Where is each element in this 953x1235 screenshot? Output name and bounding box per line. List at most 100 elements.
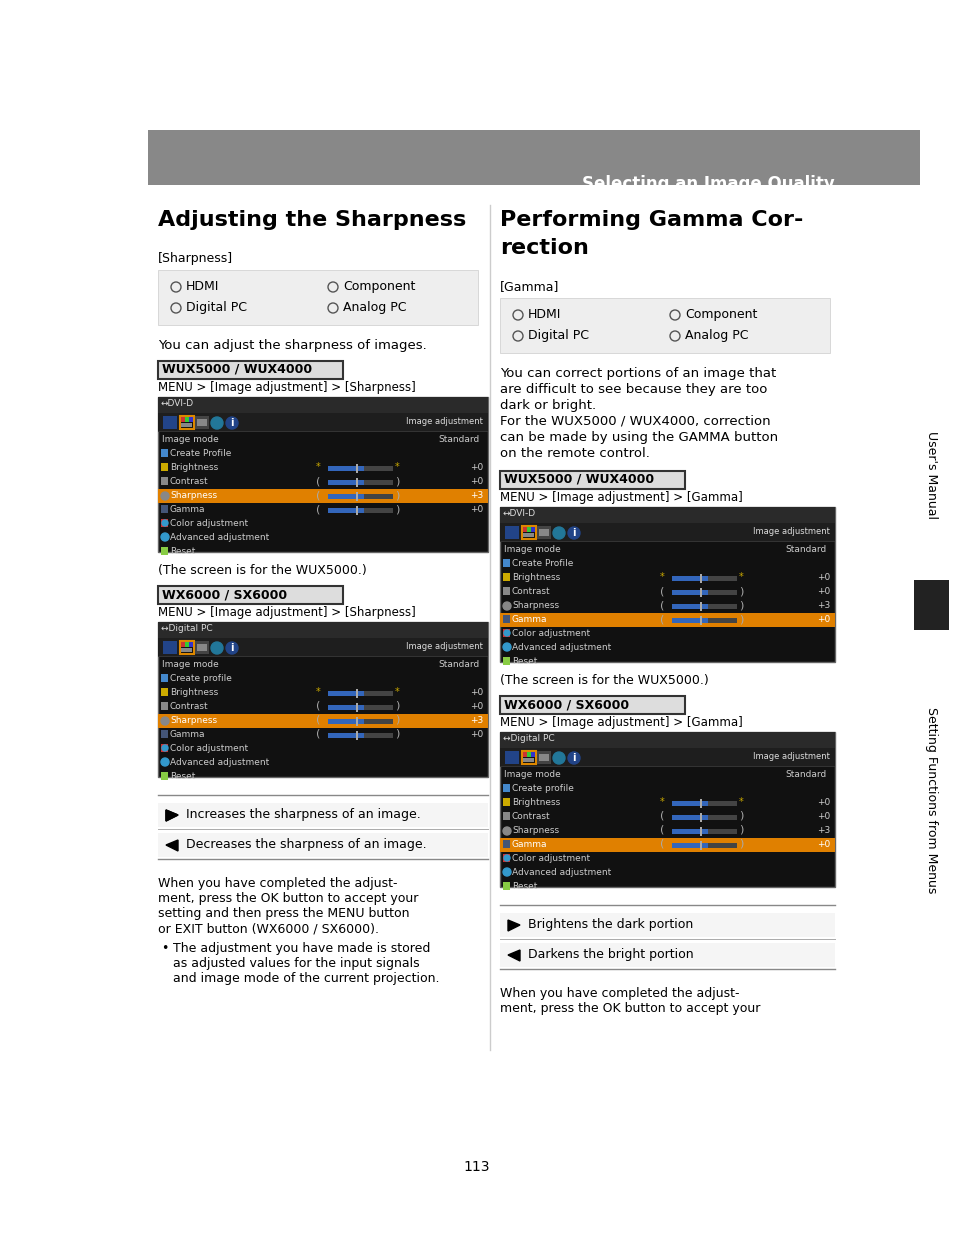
Bar [538, 755, 548, 761]
Polygon shape [166, 840, 178, 851]
Bar [538, 529, 548, 536]
Text: Image mode: Image mode [162, 435, 218, 445]
Text: Gamma: Gamma [170, 730, 205, 739]
Text: Image mode: Image mode [503, 769, 560, 779]
Text: MENU > [Image adjustment] > [Sharpness]: MENU > [Image adjustment] > [Sharpness] [158, 382, 416, 394]
Circle shape [502, 827, 511, 835]
Bar [671, 618, 707, 622]
Text: HDMI: HDMI [186, 280, 219, 293]
Circle shape [503, 855, 510, 861]
Text: Image adjustment: Image adjustment [406, 417, 482, 426]
Text: WX6000 / SX6000: WX6000 / SX6000 [162, 588, 287, 601]
Bar [499, 839, 834, 852]
Text: [Gamma]: [Gamma] [499, 280, 558, 293]
Bar [158, 270, 477, 325]
Bar [196, 419, 207, 426]
Text: (: ( [315, 490, 320, 500]
Bar [161, 477, 168, 485]
Text: *: * [315, 687, 320, 697]
Bar [180, 416, 193, 429]
Bar [158, 396, 488, 552]
Bar [328, 494, 363, 499]
Bar [499, 522, 834, 541]
Text: +0: +0 [816, 615, 829, 624]
Text: Color adjustment: Color adjustment [170, 519, 248, 529]
Text: Create profile: Create profile [512, 784, 574, 793]
Text: Color adjustment: Color adjustment [512, 853, 590, 863]
Bar [328, 734, 393, 739]
Text: *: * [739, 572, 743, 582]
Text: ↔DVI-D: ↔DVI-D [502, 509, 536, 517]
Text: Digital PC: Digital PC [527, 329, 588, 342]
Text: Digital PC: Digital PC [186, 301, 247, 314]
Circle shape [553, 752, 564, 764]
Bar [355, 492, 358, 501]
Bar [181, 417, 185, 422]
Text: Setting Functions from Menus: Setting Functions from Menus [924, 706, 938, 893]
Text: Component: Component [684, 308, 757, 321]
Bar [161, 519, 168, 527]
Text: Color adjustment: Color adjustment [170, 743, 248, 753]
Text: (: ( [659, 825, 663, 835]
Bar [671, 829, 737, 834]
Text: +3: +3 [816, 826, 829, 835]
Text: Brightens the dark portion: Brightens the dark portion [527, 918, 693, 931]
Bar [700, 601, 701, 611]
Text: When you have completed the adjust-: When you have completed the adjust- [499, 987, 739, 1000]
Bar [504, 751, 518, 764]
Bar [158, 412, 488, 431]
Bar [328, 692, 363, 697]
Text: Component: Component [343, 280, 415, 293]
Bar [502, 853, 510, 862]
Bar [355, 478, 358, 487]
Text: The adjustment you have made is stored: The adjustment you have made is stored [172, 942, 430, 955]
Bar [194, 416, 209, 429]
Text: ): ) [739, 811, 742, 821]
Text: Selecting an Image Quality: Selecting an Image Quality [581, 175, 834, 193]
Bar [671, 815, 707, 820]
Bar [502, 882, 510, 890]
Bar [148, 130, 919, 185]
Circle shape [226, 642, 237, 655]
Text: (: ( [659, 600, 663, 610]
Text: *: * [739, 797, 743, 806]
Text: +3: +3 [816, 601, 829, 610]
Text: Brightness: Brightness [512, 798, 559, 806]
Bar [328, 719, 393, 724]
Text: Color adjustment: Color adjustment [512, 629, 590, 638]
Bar [180, 641, 193, 655]
Text: ): ) [395, 701, 399, 711]
Text: Sharpness: Sharpness [512, 826, 558, 835]
Text: ↔DVI-D: ↔DVI-D [161, 399, 193, 408]
Text: (: ( [659, 839, 663, 848]
Bar [502, 615, 510, 622]
Text: (: ( [315, 729, 320, 739]
Bar [355, 689, 358, 698]
Text: Reset: Reset [170, 547, 195, 556]
Text: Contrast: Contrast [512, 811, 550, 821]
Bar [671, 604, 707, 609]
Text: (: ( [659, 811, 663, 821]
Bar [502, 784, 510, 792]
Text: Standard: Standard [437, 659, 478, 669]
Bar [671, 802, 737, 806]
Bar [502, 657, 510, 664]
Bar [499, 613, 834, 627]
Bar [328, 480, 363, 485]
Text: are difficult to see because they are too: are difficult to see because they are to… [499, 383, 766, 396]
Text: ↔Digital PC: ↔Digital PC [502, 734, 554, 743]
Bar [189, 642, 193, 647]
Text: Reset: Reset [170, 772, 195, 781]
Polygon shape [507, 920, 519, 931]
Text: and image mode of the current projection.: and image mode of the current projection… [172, 972, 439, 986]
Text: *: * [315, 462, 320, 472]
Circle shape [502, 868, 511, 876]
Bar [158, 714, 488, 727]
Bar [194, 641, 209, 655]
Bar [502, 587, 510, 595]
Bar [521, 751, 536, 764]
Bar [502, 840, 510, 848]
Bar [522, 752, 526, 757]
Bar [700, 588, 701, 597]
Text: (: ( [315, 715, 320, 725]
